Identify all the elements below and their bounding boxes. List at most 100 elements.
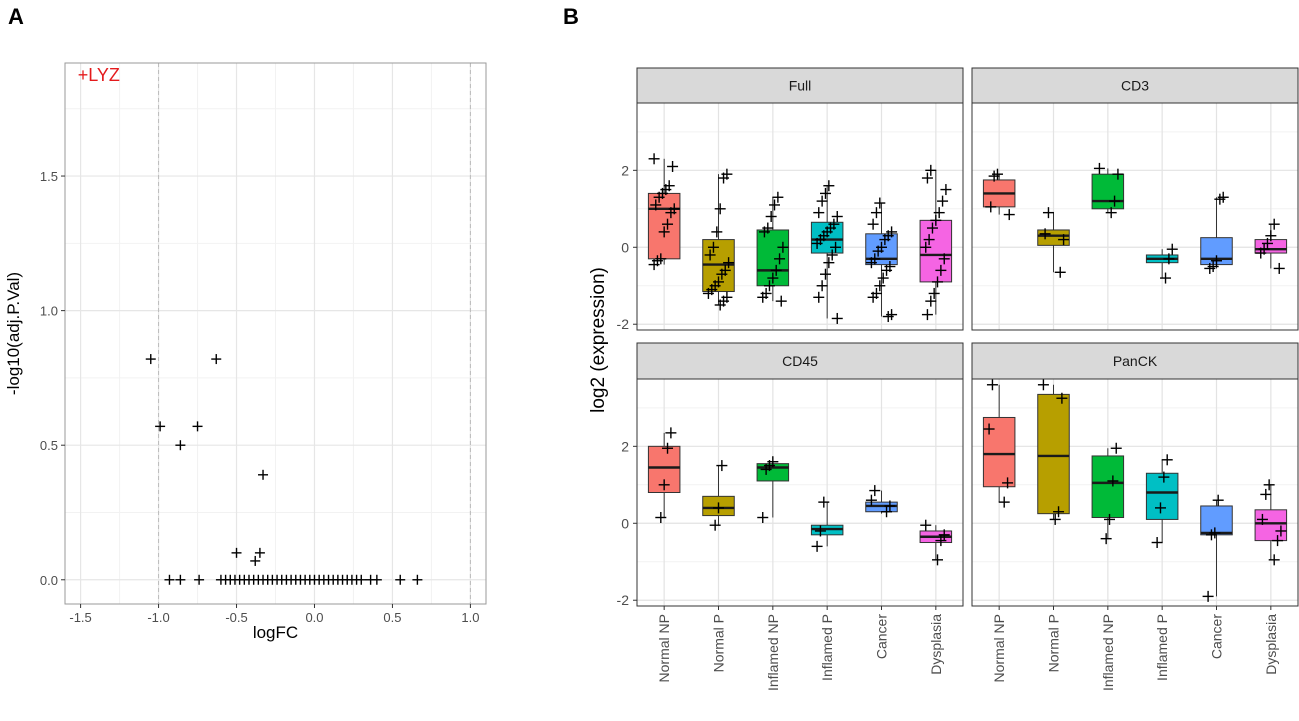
data-point [1039,228,1051,240]
facet-cd45: CD45 -2 0 2 Normal NP Normal P Inflamed NP Infl… [617,342,964,691]
panel-label-b: B [563,4,579,29]
data-point [921,172,933,184]
data-point [1268,218,1280,230]
box-cancer [1200,191,1233,274]
panel-background [637,103,963,330]
x-axis-title: logFC [253,623,298,642]
data-point [823,180,835,192]
data-point [988,170,1000,182]
panel-background [972,103,1298,330]
panel-label-a: A [8,4,24,29]
x-category-label: Normal P [1046,614,1062,672]
facet-title: CD3 [1121,78,1149,94]
data-point [938,529,950,541]
x-tick-label: 0.0 [305,610,323,625]
data-point [1211,255,1222,267]
data-point [831,211,843,222]
panel-border [636,378,964,607]
data-point [986,379,998,391]
data-point [716,268,728,280]
data-point [881,506,893,518]
data-point [811,237,823,249]
data-point [819,187,831,199]
box-cancer [865,485,898,518]
facet-cd3: CD3 [971,67,1299,331]
data-point [1049,513,1061,525]
data-point [831,312,843,324]
data-point [1112,168,1124,180]
data-point [716,460,728,472]
data-point [1273,262,1285,274]
data-point [1268,554,1280,566]
data-point [757,291,769,303]
facet-strip [636,67,964,104]
data-point [1107,475,1119,487]
facet-full: Full -2 0 2 [617,67,964,332]
facet-strip [971,342,1299,380]
data-point [998,496,1010,508]
panel-background [972,379,1298,606]
data-point [920,241,932,253]
x-category-label: Cancer [1209,614,1225,659]
data-point [1256,513,1268,525]
data-point [667,160,679,172]
data-point [940,184,952,196]
data-point [713,502,724,514]
data-point [1054,266,1066,278]
data-point [650,199,662,211]
data-point [175,440,186,451]
box-cancer [1200,494,1233,602]
data-point [760,463,772,475]
data-point [1158,471,1170,483]
y-tick-label: -2 [617,592,630,608]
data-point [1105,207,1117,219]
x-category-label: Dysplasia [928,614,944,675]
facet-title: Full [789,78,812,94]
data-point [155,421,166,432]
data-point [935,535,947,547]
x-category-label: Inflamed NP [765,614,781,691]
data-point [935,264,947,276]
data-point [164,574,175,585]
data-point [926,222,938,234]
data-point [1163,253,1175,265]
data-point [823,257,835,269]
data-point [250,555,261,566]
box-inflamed-np [756,456,790,524]
data-point [884,500,896,512]
data-point [704,249,716,261]
data-point [865,494,877,506]
x-category-label: Inflamed NP [1100,614,1116,691]
data-point [1204,262,1216,274]
data-point [1100,533,1112,545]
data-point [1037,379,1049,391]
data-point [772,191,784,203]
data-point [867,291,879,303]
data-point [932,554,944,566]
box-body [982,416,1016,488]
data-point [925,295,937,307]
box-body [647,192,681,260]
data-point [816,280,828,292]
facet-strip [971,67,1299,104]
data-point [192,421,203,432]
data-point [937,195,949,207]
data-point [757,512,769,524]
panel-border [636,102,964,331]
data-point [920,519,932,531]
facet-panck: PanCK Normal NP Normal P Inflamed NP Inflame… [971,342,1299,691]
box-normal-p [1037,379,1070,525]
box-body [1091,455,1125,519]
panel-border [971,102,1299,331]
data-point [194,574,205,585]
data-point [874,280,886,292]
data-point [1104,513,1116,525]
panel-border [971,378,1299,607]
data-point [1263,479,1275,491]
box-dysplasia [919,164,953,321]
box-inflamed-p [1145,454,1179,549]
data-point [1093,162,1105,174]
data-point [665,207,677,219]
data-point [254,547,265,558]
data-point [985,201,997,213]
